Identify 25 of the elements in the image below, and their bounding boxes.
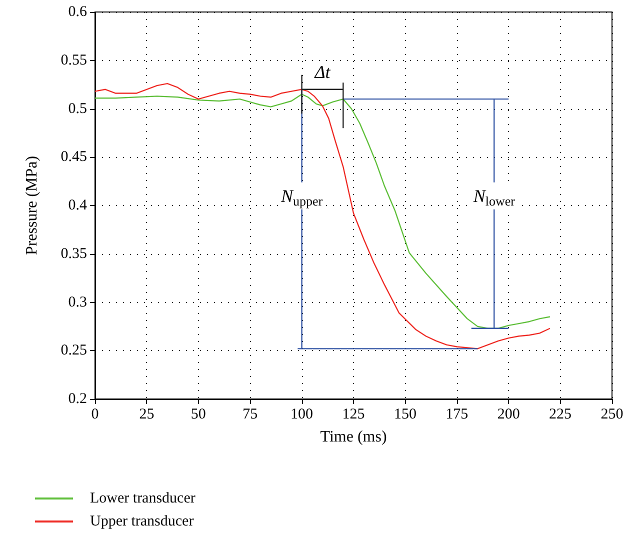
y-tick-label: 0.45 (60, 149, 87, 166)
x-tick-label: 250 (600, 406, 624, 422)
y-tick-label: 0.55 (60, 52, 87, 68)
x-tick-label: 200 (497, 406, 520, 422)
x-tick-label: 225 (549, 406, 572, 422)
x-tick-label: 25 (139, 406, 154, 422)
legend-label: Lower transducer (90, 490, 196, 506)
annotation: Δt (314, 62, 332, 82)
y-tick-label: 0.4 (68, 198, 88, 214)
x-axis-title: Time (ms) (320, 428, 387, 446)
legend-label: Upper transducer (90, 514, 194, 530)
y-axis-title: Pressure (MPa) (24, 156, 40, 256)
y-tick-label: 0.35 (60, 246, 87, 262)
x-tick-label: 150 (394, 406, 416, 422)
x-tick-label: 125 (342, 406, 365, 422)
x-tick-label: 100 (290, 406, 314, 422)
y-tick-label: 0.3 (68, 294, 87, 310)
x-tick-label: 50 (190, 406, 206, 422)
y-tick-label: 0.5 (68, 100, 87, 117)
y-tick-label: 0.25 (60, 342, 87, 359)
x-tick-label: 0 (91, 406, 99, 422)
y-tick-label: 0.2 (68, 391, 87, 407)
x-tick-label: 175 (446, 406, 468, 422)
y-tick-label: 0.6 (68, 4, 88, 20)
x-tick-label: 75 (242, 406, 258, 422)
